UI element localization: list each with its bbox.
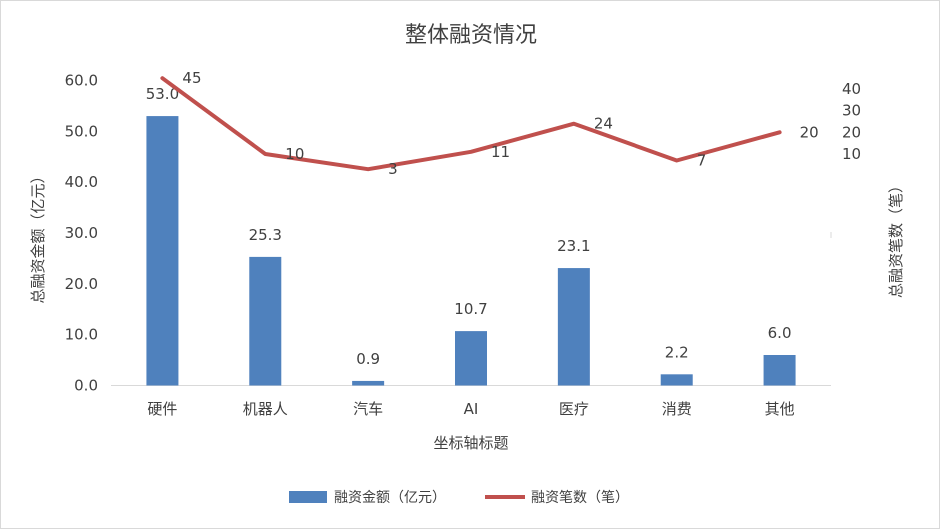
legend-line-label: 融资笔数（笔）: [531, 490, 629, 506]
bar-data-label: 25.3: [249, 226, 282, 244]
bar: [352, 380, 385, 386]
line-data-labels: 45 10 3 11 24 7 20: [182, 69, 818, 178]
y2-tick-label: 30: [842, 102, 861, 120]
bar: [455, 331, 487, 386]
y-axis-label: 总融资金额（亿元）: [29, 168, 47, 303]
x-tick-label: 汽车: [353, 400, 383, 418]
y-tick-label: 30.0: [65, 224, 98, 242]
line-data-label: 10: [285, 145, 304, 163]
x-tick-label: 其他: [765, 400, 795, 418]
bar: [557, 268, 590, 386]
y2-tick-label: 10: [842, 145, 861, 163]
y-tick-label: 20.0: [65, 275, 98, 293]
y-tick-label: 60.0: [65, 72, 98, 90]
y2-tick-labels: 10 20 30 40: [842, 80, 861, 163]
x-tick-label: 机器人: [243, 400, 288, 418]
legend: 融资金额（亿元） 融资笔数（笔）: [289, 490, 629, 506]
line-data-label: 7: [697, 152, 707, 170]
x-tick-labels: 硬件 机器人 汽车 AI 医疗 消费 其他: [147, 400, 794, 418]
y2-axis-label: 总融资笔数（笔）: [887, 178, 905, 298]
bar-series: [146, 116, 796, 386]
y-tick-label: 10.0: [65, 326, 98, 344]
y2-tick-label: 40: [842, 80, 861, 98]
line-series: [160, 76, 782, 172]
legend-bar-label: 融资金额（亿元）: [334, 490, 446, 506]
bar-data-label: 53.0: [146, 85, 179, 103]
x-axis-label: 坐标轴标题: [433, 434, 508, 452]
line-data-label: 45: [182, 69, 201, 87]
bar-data-label: 6.0: [768, 324, 792, 342]
bar-data-label: 23.1: [557, 237, 590, 255]
y-tick-label: 40.0: [65, 173, 98, 191]
bar-data-label: 10.7: [454, 300, 487, 318]
line-data-label: 24: [594, 115, 613, 133]
bar: [146, 116, 179, 386]
chart-title: 整体融资情况: [405, 23, 537, 48]
y-tick-label: 0.0: [74, 377, 98, 395]
line-data-label: 3: [388, 160, 398, 178]
x-tick-label: 硬件: [147, 400, 177, 418]
x-tick-label: AI: [464, 400, 479, 418]
line-data-label: 11: [491, 143, 510, 161]
y-tick-labels: 0.0 10.0 20.0 30.0 40.0 50.0 60.0: [65, 72, 98, 395]
bar: [249, 256, 282, 386]
y2-tick-label: 20: [842, 123, 861, 141]
x-tick-label: 消费: [662, 400, 692, 418]
line-series-path: [160, 76, 782, 172]
bar-data-labels: 53.0 25.3 0.9 10.7 23.1 2.2 6.0: [146, 85, 792, 368]
x-tick-label: 医疗: [559, 400, 589, 418]
line-data-label: 20: [800, 123, 819, 141]
legend-bar-swatch: [289, 491, 327, 503]
bar: [763, 355, 796, 386]
y-tick-label: 50.0: [65, 122, 98, 140]
bar-data-label: 0.9: [356, 350, 380, 368]
bar: [660, 374, 693, 386]
bar-data-label: 2.2: [665, 343, 689, 361]
